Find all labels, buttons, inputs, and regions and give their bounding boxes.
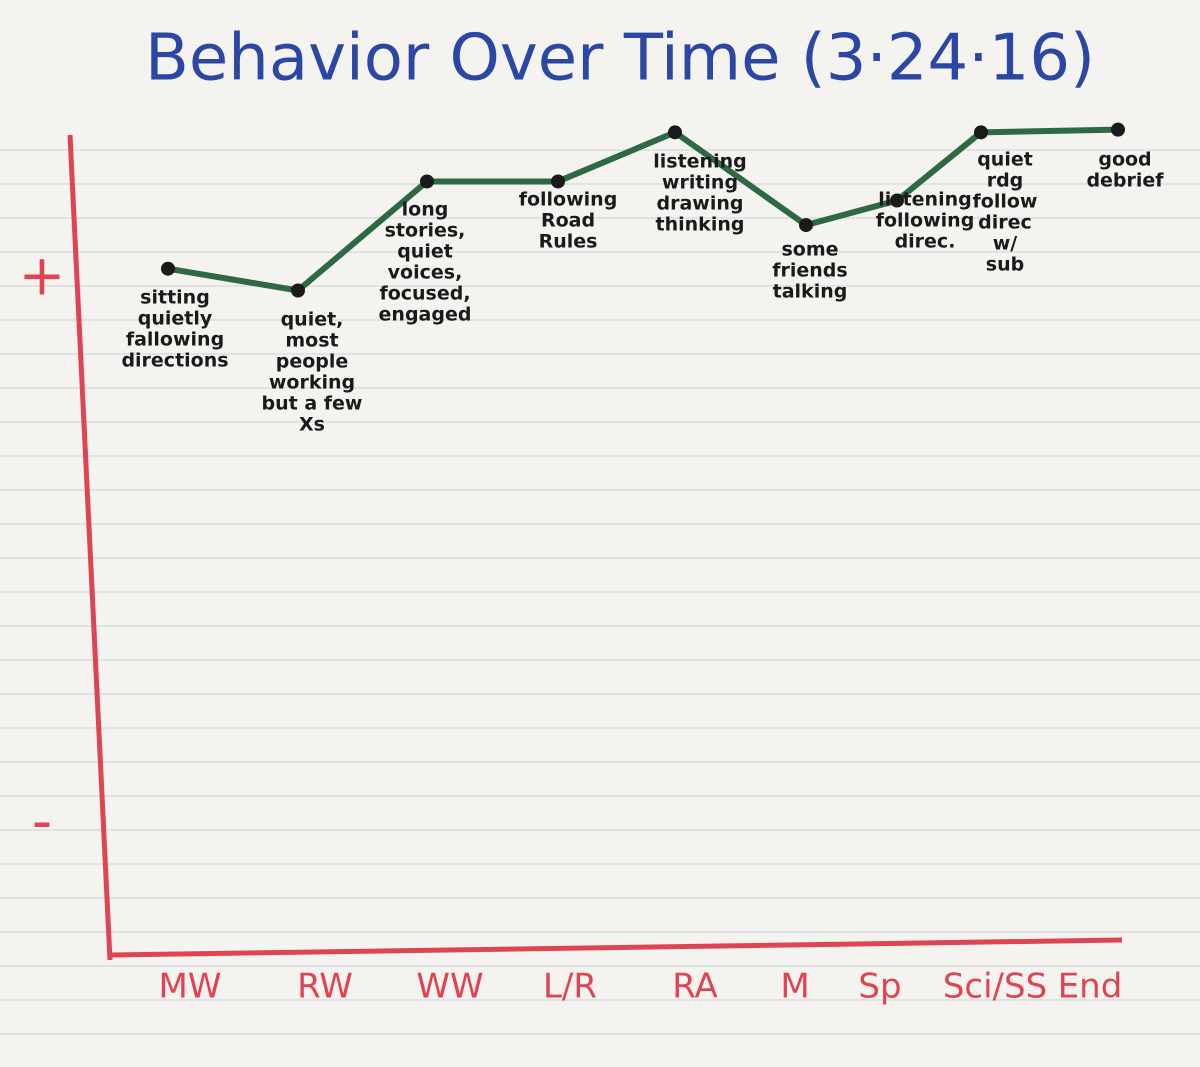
- point: [974, 125, 988, 140]
- annotation: some: [781, 239, 838, 261]
- annotation: quiet: [977, 149, 1033, 171]
- annotation: Xs: [299, 414, 325, 436]
- annotation: quietly: [138, 308, 213, 330]
- annotation: thinking: [656, 214, 745, 236]
- annotation: talking: [773, 281, 848, 303]
- point: [161, 261, 175, 276]
- x-tick-label: M: [780, 967, 809, 1007]
- point: [1111, 122, 1125, 137]
- x-tick-label: RW: [297, 967, 353, 1007]
- x-tick-label: RA: [672, 967, 718, 1007]
- annotation: people: [276, 351, 349, 373]
- annotation: fallowing: [126, 329, 224, 351]
- annotation: debrief: [1086, 170, 1164, 192]
- point: [799, 218, 813, 233]
- annotation: listening: [878, 189, 971, 211]
- y-axis: [67, 134, 113, 961]
- annotation: focused,: [379, 283, 470, 305]
- x-tick-label: L/R: [543, 967, 597, 1007]
- annotation: rdg: [987, 170, 1024, 192]
- annotation: follow: [973, 191, 1038, 213]
- annotation: engaged: [379, 304, 472, 326]
- annotation: sitting: [140, 287, 210, 309]
- annotation: most: [285, 330, 338, 352]
- x-tick-label: MW: [159, 967, 222, 1007]
- annotation: direc: [978, 212, 1032, 234]
- annotation: directions: [121, 350, 228, 372]
- point: [291, 283, 305, 298]
- point: [551, 174, 565, 189]
- annotation: following: [519, 189, 618, 211]
- x-tick-label: Sci/SS: [943, 967, 1047, 1007]
- annotation: listening: [653, 151, 746, 173]
- x-tick-label: Sp: [858, 967, 901, 1007]
- annotation: Road: [541, 210, 595, 232]
- annotation: quiet: [397, 241, 453, 263]
- annotation: stories,: [385, 220, 466, 242]
- ruled-lines: [0, 149, 1200, 1035]
- annotation: Rules: [539, 231, 598, 253]
- annotation: long: [402, 199, 449, 221]
- x-tick-label: End: [1058, 967, 1123, 1007]
- annotation: w/: [993, 233, 1018, 255]
- annotation: friends: [772, 260, 847, 282]
- annotation: voices,: [388, 262, 463, 284]
- annotation: but a few: [262, 393, 363, 415]
- x-tick-label: WW: [416, 967, 483, 1007]
- annotation: direc.: [895, 231, 956, 253]
- annotation: sub: [986, 254, 1024, 276]
- annotation: writing: [662, 172, 738, 194]
- y-tick-label: -: [32, 789, 52, 854]
- chart-title: Behavior Over Time (3·24·16): [145, 22, 1095, 96]
- point: [890, 193, 904, 208]
- annotation: good: [1098, 149, 1151, 171]
- point: [420, 174, 434, 189]
- annotation: following: [876, 210, 975, 232]
- y-tick-label: +: [19, 244, 66, 309]
- annotation: drawing: [657, 193, 744, 215]
- annotation: working: [269, 372, 355, 394]
- x-axis: [109, 937, 1123, 958]
- point: [668, 125, 682, 140]
- annotation: quiet,: [281, 309, 344, 331]
